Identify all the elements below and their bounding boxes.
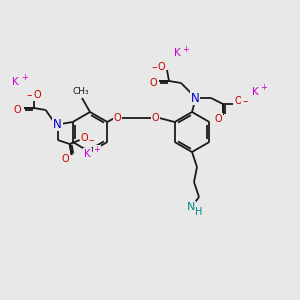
Text: K: K <box>252 87 258 97</box>
Text: N: N <box>190 92 200 104</box>
Text: +: + <box>183 44 189 53</box>
Text: O: O <box>34 90 41 100</box>
Text: O: O <box>113 113 121 123</box>
Text: K: K <box>84 149 91 159</box>
Text: H: H <box>195 207 203 217</box>
Text: O: O <box>214 114 222 124</box>
Text: +: + <box>21 74 28 82</box>
Text: O: O <box>81 133 88 143</box>
Text: O: O <box>157 62 165 72</box>
Text: N: N <box>187 202 195 212</box>
Text: –: – <box>242 96 248 106</box>
Text: O: O <box>234 96 242 106</box>
Text: –: – <box>151 62 157 72</box>
Text: CH₃: CH₃ <box>73 86 89 95</box>
Text: N: N <box>53 118 62 130</box>
Text: +: + <box>261 83 267 92</box>
Text: O: O <box>152 113 159 123</box>
Text: O: O <box>149 78 157 88</box>
Text: –: – <box>27 90 32 100</box>
Text: –: – <box>89 135 94 145</box>
Text: +: + <box>93 146 100 154</box>
Text: O: O <box>62 154 70 164</box>
Text: O: O <box>14 105 22 115</box>
Text: K: K <box>174 48 180 58</box>
Text: K: K <box>12 77 19 87</box>
